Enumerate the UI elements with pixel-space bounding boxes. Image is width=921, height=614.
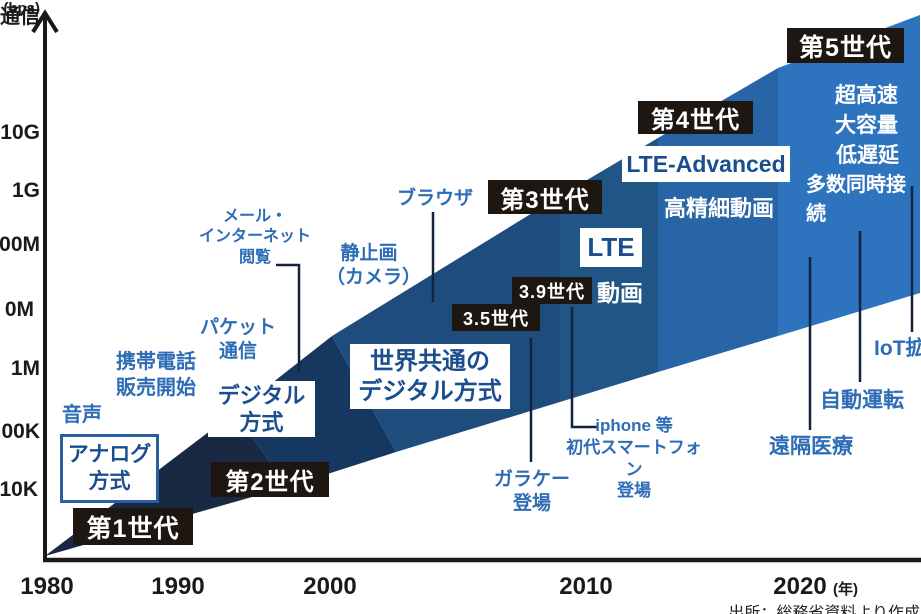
kousaisei-douga-label: 高精細動画	[664, 196, 775, 221]
onsei-label: 音声	[62, 404, 102, 426]
y-tick-1m: 1M	[10, 357, 40, 380]
source-credit: 出所：総務省資料より作成	[728, 605, 920, 614]
cho-kousoku-label: 超高速	[835, 84, 898, 107]
packet-tsushin-label: パケット 通信	[199, 317, 276, 363]
y-axis-arrow-icon	[31, 9, 59, 34]
gen4-triangle	[658, 68, 778, 372]
lte-box: LTE	[580, 228, 642, 267]
gen35-label-box: 3.5世代	[452, 304, 540, 331]
digital-system-box: デジタル 方式	[208, 381, 315, 437]
gen5-label-box: 第5世代	[787, 28, 904, 63]
y-tick-10g: 10G	[0, 121, 40, 144]
x-tick-1980: 1980	[20, 573, 74, 600]
browser-label: ブラウザ	[397, 188, 474, 209]
y-axis-title: 通信	[0, 6, 40, 28]
x-tick-2020: 2020	[773, 573, 827, 600]
garake-label: ガラケー 登場	[493, 469, 570, 515]
dai-youryou-label: 大容量	[835, 114, 898, 137]
tei-chien-label: 低遅延	[836, 144, 899, 167]
iphone-leader-line	[570, 307, 598, 429]
gen4-label-box: 第4世代	[638, 101, 753, 134]
gen2-label-box: 第2世代	[211, 462, 329, 497]
y-tick-100k: 00K	[1, 420, 40, 443]
mail-internet-label: メール・ インターネット 閲覧	[198, 208, 311, 266]
x-tick-2010: 2010	[559, 573, 613, 600]
mail-leader-line	[276, 263, 301, 371]
gen3-label-box: 第3世代	[488, 180, 602, 214]
enkaku-iryou-label: 遠隔医療	[769, 435, 853, 458]
analog-system-box: アナログ 方式	[60, 434, 159, 503]
y-tick-1g: 1G	[11, 179, 40, 202]
iot-kakudai-label: IoT拡大	[874, 337, 921, 360]
douga-label: 動画	[597, 280, 643, 306]
gen2-triangle	[235, 336, 396, 487]
gen1-label-box: 第1世代	[73, 508, 193, 545]
tasu-setsuzoku-label: 多数同時接続	[806, 174, 906, 225]
y-tick-10m: 0M	[4, 298, 34, 321]
keitai-hanbai-label: 携帯電話 販売開始	[116, 351, 196, 399]
jidou-unten-label: 自動運転	[820, 389, 904, 412]
y-tick-100m: 00M	[0, 233, 40, 256]
seishiga-camera-label: 静止画 （カメラ）	[326, 243, 422, 289]
x-axis-unit: (年)	[833, 581, 858, 598]
gen39-label-box: 3.9世代	[512, 277, 592, 304]
world-digital-system-box: 世界共通の デジタル方式	[350, 344, 510, 409]
y-tick-10k: 10K	[0, 478, 38, 501]
lte-advanced-box: LTE-Advanced	[622, 146, 790, 182]
x-tick-2000: 2000	[303, 573, 357, 600]
x-tick-1990: 1990	[151, 573, 205, 600]
iphone-label: iphone 等 初代スマートフォン 登場	[566, 416, 702, 501]
gen5-triangle	[778, 15, 920, 336]
y-axis-unit: (bps)	[3, 0, 40, 17]
